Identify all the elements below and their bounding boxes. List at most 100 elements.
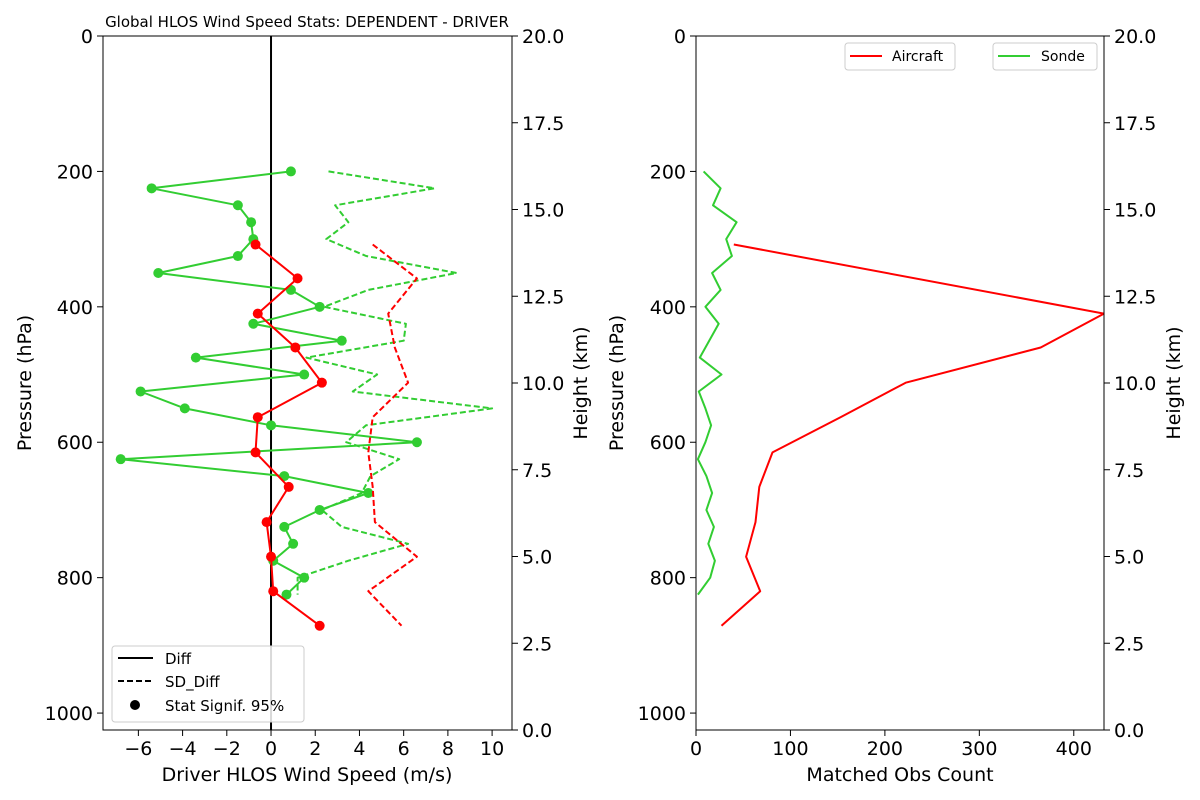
wind-speed-series-2-point bbox=[261, 517, 272, 528]
x-tick-label: 0 bbox=[690, 738, 702, 760]
right-y-tick-label: 10.0 bbox=[522, 373, 564, 395]
wind-speed-series-0-point bbox=[232, 251, 243, 262]
x-tick-label: 8 bbox=[442, 738, 454, 760]
legend-aircraft-box bbox=[844, 42, 956, 71]
x-tick-label: 6 bbox=[398, 738, 410, 760]
x-tick-label: 2 bbox=[309, 738, 321, 760]
wind-speed-series-2-point bbox=[316, 377, 327, 388]
x-tick-label: 200 bbox=[867, 738, 903, 760]
wind-speed-series-group bbox=[115, 36, 494, 730]
y-tick-label: 0 bbox=[674, 26, 686, 48]
right-y-tick-label: 7.5 bbox=[522, 460, 552, 482]
x-tick-label: −4 bbox=[169, 738, 197, 760]
wind-speed-series-2-point bbox=[314, 620, 325, 631]
wind-speed-series-2-point bbox=[268, 586, 279, 597]
x-tick-label: 300 bbox=[961, 738, 997, 760]
right-y-tick-label: 12.5 bbox=[1114, 286, 1156, 308]
right-y-tick-label: 2.5 bbox=[1114, 633, 1144, 655]
obs-count-series-0-line bbox=[720, 243, 1104, 627]
obs-count-axes: 0 100 200 300 400 0 200 400 600 800 1000 0.0 2.5 5.0 7… bbox=[638, 26, 1157, 760]
wind-speed-right-y-axis-label: Height (km) bbox=[570, 326, 592, 439]
wind-speed-series-0-point bbox=[336, 335, 347, 346]
obs-count-right-y-axis-label: Height (km) bbox=[1163, 326, 1185, 439]
wind-speed-series-0-point bbox=[281, 589, 292, 600]
legend-entry-stat-signif: Stat Signif. 95% bbox=[165, 697, 284, 715]
right-y-tick-label: 12.5 bbox=[522, 286, 564, 308]
wind-speed-series-3-line bbox=[367, 243, 418, 627]
wind-speed-series-0-point bbox=[266, 420, 277, 431]
wind-speed-plot-area bbox=[115, 36, 494, 730]
wind-speed-series-0-point bbox=[246, 217, 257, 228]
obs-count-series-group bbox=[696, 170, 1104, 627]
y-tick-label: 600 bbox=[650, 432, 686, 454]
y-tick-label: 0 bbox=[81, 26, 93, 48]
right-y-tick-label: 5.0 bbox=[522, 547, 552, 569]
right-y-tick-label: 17.5 bbox=[522, 113, 564, 135]
wind-speed-y-axis-label: Pressure (hPa) bbox=[14, 315, 36, 451]
wind-speed-panel: −6 −4 −2 0 2 4 6 8 10 0 200 400 600 800 1000 0.0 2.5 5.0 7… bbox=[14, 13, 592, 786]
legend-entry-sonde: Sonde bbox=[1041, 49, 1085, 65]
right-y-tick-label: 7.5 bbox=[1114, 460, 1144, 482]
obs-count-legend-sonde: Sonde bbox=[992, 42, 1098, 71]
right-y-tick-label: 10.0 bbox=[1114, 373, 1156, 395]
x-tick-label: 4 bbox=[353, 738, 365, 760]
wind-speed-series-0-point bbox=[153, 267, 164, 278]
x-tick-label: −6 bbox=[124, 738, 152, 760]
wind-speed-series-2-point bbox=[266, 551, 277, 562]
wind-speed-x-axis-label: Driver HLOS Wind Speed (m/s) bbox=[162, 764, 453, 786]
legend-entry-aircraft: Aircraft bbox=[892, 49, 944, 65]
right-y-tick-label: 15.0 bbox=[522, 200, 564, 222]
wind-speed-series-0-point bbox=[314, 504, 325, 515]
wind-speed-series-2-point bbox=[290, 342, 301, 353]
wind-speed-series-0-point bbox=[411, 437, 422, 448]
right-y-tick-label: 20.0 bbox=[522, 26, 564, 48]
y-tick-label: 1000 bbox=[638, 703, 686, 725]
legend-entry-diff: Diff bbox=[165, 650, 192, 668]
wind-speed-series-0-point bbox=[115, 454, 126, 465]
wind-speed-legend-box bbox=[111, 645, 305, 723]
legend-sonde-box bbox=[992, 42, 1098, 71]
wind-speed-legend: Diff SD_Diff Stat Signif. 95% bbox=[111, 645, 305, 723]
wind-speed-series-0-point bbox=[288, 538, 299, 549]
legend-entry-sd-diff: SD_Diff bbox=[165, 673, 220, 692]
y-tick-label: 400 bbox=[650, 297, 686, 319]
wind-speed-series-0-point bbox=[285, 166, 296, 177]
right-y-tick-label: 20.0 bbox=[1114, 26, 1156, 48]
wind-speed-series-0-point bbox=[232, 200, 243, 211]
obs-count-legend-aircraft: Aircraft bbox=[844, 42, 956, 71]
x-tick-label: 10 bbox=[480, 738, 504, 760]
right-y-tick-label: 2.5 bbox=[522, 633, 552, 655]
wind-speed-series-2-point bbox=[252, 308, 263, 319]
wind-speed-series-2-point bbox=[292, 273, 303, 284]
obs-count-plot-area bbox=[696, 170, 1104, 627]
y-tick-label: 1000 bbox=[45, 703, 93, 725]
x-tick-label: 100 bbox=[772, 738, 808, 760]
wind-speed-series-0-point bbox=[146, 183, 157, 194]
wind-speed-series-0-point bbox=[279, 521, 290, 532]
right-y-tick-label: 5.0 bbox=[1114, 547, 1144, 569]
legend-marker-dot-icon bbox=[130, 700, 140, 710]
wind-speed-series-2-line bbox=[254, 243, 323, 627]
x-tick-label: −2 bbox=[213, 738, 241, 760]
right-y-tick-label: 0.0 bbox=[522, 720, 552, 742]
wind-speed-series-0-point bbox=[135, 386, 146, 397]
wind-speed-series-0-point bbox=[299, 369, 310, 380]
wind-speed-series-1-line bbox=[296, 170, 494, 595]
wind-speed-series-2-point bbox=[250, 447, 261, 458]
right-y-tick-label: 17.5 bbox=[1114, 113, 1156, 135]
chart-title: Global HLOS Wind Speed Stats: DEPENDENT … bbox=[105, 13, 509, 31]
x-tick-label: 400 bbox=[1056, 738, 1092, 760]
right-y-tick-label: 0.0 bbox=[1114, 720, 1144, 742]
wind-speed-series-2-point bbox=[250, 239, 261, 250]
wind-speed-series-2-point bbox=[252, 412, 263, 423]
right-y-tick-label: 15.0 bbox=[1114, 200, 1156, 222]
wind-speed-series-0-point bbox=[190, 352, 201, 363]
obs-count-panel: 0 100 200 300 400 0 200 400 600 800 1000 0.0 2.5 5.0 7… bbox=[606, 26, 1185, 786]
obs-count-series-1-line bbox=[696, 170, 738, 596]
wind-speed-series-0-point bbox=[363, 488, 374, 499]
wind-speed-axes: −6 −4 −2 0 2 4 6 8 10 0 200 400 600 800 1000 0.0 2.5 5.0 7… bbox=[45, 26, 565, 760]
wind-speed-series-2-point bbox=[283, 481, 294, 492]
wind-speed-series-0-point bbox=[179, 403, 190, 414]
y-tick-label: 800 bbox=[57, 568, 93, 590]
